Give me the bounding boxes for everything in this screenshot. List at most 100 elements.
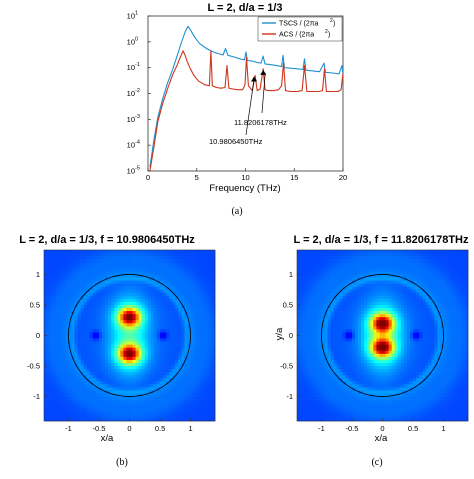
heatmap-b-cell	[136, 296, 139, 299]
heatmap-b-cell	[209, 400, 212, 403]
heatmap-b-cell	[81, 342, 84, 345]
heatmap-b-cell	[145, 363, 148, 366]
heatmap-b-cell	[175, 406, 178, 409]
heatmap-c-cell	[431, 305, 434, 308]
heatmap-b-cell	[75, 409, 78, 412]
heatmap-b-cell	[200, 332, 203, 335]
heatmap-b-cell	[133, 332, 136, 335]
heatmap-b-cell	[169, 409, 172, 412]
heatmap-b-cell	[188, 287, 191, 290]
heatmap-b-cell	[163, 342, 166, 345]
heatmap-b-cell	[126, 400, 129, 403]
heatmap-b-cell	[105, 348, 108, 351]
heatmap-b-cell	[111, 296, 114, 299]
heatmap-c-cell	[434, 323, 437, 326]
heatmap-b-cell	[136, 259, 139, 262]
heatmap-b-cell	[169, 394, 172, 397]
heatmap-b-cell	[56, 317, 59, 320]
heatmap-c-cell	[450, 311, 453, 314]
heatmap-b-cell	[96, 277, 99, 280]
heatmap-b-cell	[197, 314, 200, 317]
heatmap-c-cell	[383, 293, 386, 296]
heatmap-b-cell	[178, 326, 181, 329]
heatmap-b-cell	[93, 256, 96, 259]
heatmap-b-cell	[102, 329, 105, 332]
heatmap-c-cell	[392, 336, 395, 339]
heatmap-c-cell	[358, 314, 361, 317]
heatmap-c-cell	[410, 299, 413, 302]
heatmap-b-cell	[111, 369, 114, 372]
heatmap-c-cell	[447, 302, 450, 305]
heatmap-c-cell	[419, 314, 422, 317]
heatmap-c-cell	[450, 308, 453, 311]
heatmap-b-cell	[133, 296, 136, 299]
heatmap-c-cell	[392, 329, 395, 332]
heatmap-b-cell	[123, 381, 126, 384]
heatmap-c-cell	[383, 290, 386, 293]
heatmap-b-cell	[206, 397, 209, 400]
heatmap-c-cell	[404, 336, 407, 339]
heatmap-c-cell	[413, 308, 416, 311]
heatmap-b-cell	[142, 311, 145, 314]
heatmap-b-cell	[139, 268, 142, 271]
heatmap-c-cell	[422, 274, 425, 277]
heatmap-b-cell	[184, 369, 187, 372]
heatmap-b-cell	[151, 384, 154, 387]
heatmap-b-cell	[145, 299, 148, 302]
heatmap-b-cell	[123, 345, 126, 348]
heatmap-c-cell	[410, 342, 413, 345]
heatmap-c-cell	[392, 277, 395, 280]
heatmap-b-cell	[44, 284, 47, 287]
heatmap-b-cell	[50, 360, 53, 363]
heatmap-b-cell	[81, 409, 84, 412]
heatmap-c-cell	[428, 256, 431, 259]
heatmap-b-cell	[96, 305, 99, 308]
heatmap-b-cell	[130, 284, 133, 287]
heatmap-b-cell	[75, 351, 78, 354]
heatmap-b-cell	[175, 339, 178, 342]
heatmap-b-cell	[130, 345, 133, 348]
heatmap-c-cell	[395, 262, 398, 265]
heatmap-c-cell	[434, 250, 437, 253]
heatmap-c-cell	[334, 314, 337, 317]
heatmap-c-cell	[343, 253, 346, 256]
heatmap-c-cell	[361, 259, 364, 262]
heatmap-b-cell	[178, 381, 181, 384]
heatmap-c-cell	[340, 308, 343, 311]
heatmap-b-cell	[172, 384, 175, 387]
heatmap-c-cell	[318, 296, 321, 299]
heatmap-b-cell	[160, 329, 163, 332]
heatmap-c-cell	[379, 296, 382, 299]
heatmap-b-cell	[194, 284, 197, 287]
heatmap-b-cell	[50, 412, 53, 415]
heatmap-c-cell	[431, 271, 434, 274]
heatmap-b-cell	[160, 305, 163, 308]
heatmap-b-cell	[50, 317, 53, 320]
heatmap-c-cell	[407, 299, 410, 302]
heatmap-c-cell	[450, 259, 453, 262]
heatmap-c-cell	[386, 253, 389, 256]
heatmap-c-cell	[340, 250, 343, 253]
heatmap-b-cell	[105, 369, 108, 372]
heatmap-c-cell	[462, 274, 465, 277]
heatmap-c-cell	[361, 296, 364, 299]
heatmap-b-cell	[169, 339, 172, 342]
heatmap-c-cell	[416, 277, 419, 280]
heatmap-b-cell	[184, 397, 187, 400]
heatmap-b-cell	[71, 409, 74, 412]
heatmap-c-cell	[361, 345, 364, 348]
heatmap-b-cell	[71, 342, 74, 345]
heatmap-b-cell	[139, 342, 142, 345]
heatmap-b-cell	[175, 332, 178, 335]
heatmap-c-cell	[364, 259, 367, 262]
heatmap-b-cell	[120, 311, 123, 314]
heatmap-c-cell	[416, 320, 419, 323]
heatmap-c-cell	[321, 253, 324, 256]
heatmap-c-cell	[370, 284, 373, 287]
heatmap-b-cell	[154, 287, 157, 290]
heatmap-b-cell	[84, 320, 87, 323]
heatmap-c-cell	[346, 256, 349, 259]
heatmap-b-cell	[157, 415, 160, 418]
heatmap-b-cell	[96, 268, 99, 271]
heatmap-b-cell	[166, 348, 169, 351]
